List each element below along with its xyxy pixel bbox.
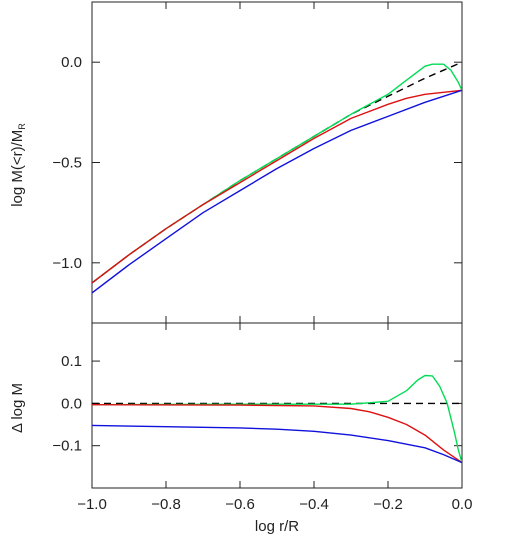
top-plot-frame bbox=[91, 1, 463, 324]
top-series-line-1 bbox=[92, 63, 462, 284]
top-y-tick-label: 0.0 bbox=[61, 54, 82, 71]
top-y-tick-label: −0.5 bbox=[52, 155, 82, 172]
x-tick-label: −0.8 bbox=[151, 496, 181, 513]
bottom-plot-frame bbox=[91, 322, 463, 489]
bottom-series-line-2 bbox=[92, 404, 462, 464]
bottom-y-tick-label: 0.0 bbox=[61, 395, 82, 412]
bottom-y-tick-label: 0.1 bbox=[61, 353, 82, 370]
x-tick-label: 0.0 bbox=[452, 496, 473, 513]
top-y-axis-title-main: log M(<r)/M bbox=[9, 130, 26, 207]
x-tick-label: −0.6 bbox=[225, 496, 255, 513]
bottom-series-line-1 bbox=[92, 374, 462, 463]
top-panel: −1.0 −0.5 0.0 bbox=[52, 1, 463, 324]
bottom-y-axis-title: Δ log M bbox=[9, 383, 26, 433]
x-tick-label: −0.2 bbox=[373, 496, 403, 513]
top-series-line-2 bbox=[92, 89, 462, 284]
x-axis-title: log r/R bbox=[255, 518, 299, 535]
x-tick-label: −0.4 bbox=[299, 496, 329, 513]
bottom-y-tick-label: −0.1 bbox=[52, 438, 82, 455]
bottom-panel: −0.1 0.0 0.1 −1.0 −0.8 −0.6 −0.4 −0.2 0.0 bbox=[52, 322, 473, 513]
top-series-line-3 bbox=[92, 89, 462, 294]
top-y-tick-label: −1.0 bbox=[52, 255, 82, 272]
top-y-axis-title-sub: R bbox=[17, 123, 27, 130]
bottom-series-line-3 bbox=[92, 424, 462, 464]
top-y-axis-title: log M(<r)/MR bbox=[9, 123, 27, 207]
x-tick-label: −1.0 bbox=[77, 496, 107, 513]
top-series-line-0 bbox=[92, 61, 462, 284]
